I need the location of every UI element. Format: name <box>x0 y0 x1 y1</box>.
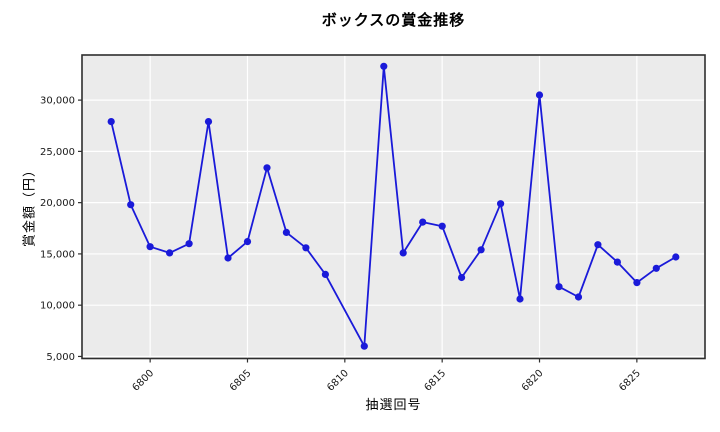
data-point <box>652 264 660 272</box>
axes-frame <box>81 54 706 360</box>
x-tick-label: 6820 <box>520 368 546 394</box>
data-point <box>263 164 271 172</box>
data-point <box>477 246 485 254</box>
y-tick-label: 10,000 <box>40 301 75 312</box>
data-point <box>574 293 583 301</box>
data-point <box>146 243 154 251</box>
x-tick-label: 6810 <box>325 368 351 394</box>
data-point <box>633 279 641 287</box>
data-point <box>321 270 329 278</box>
chart-title: ボックスの賞金推移 <box>321 11 466 29</box>
data-point <box>613 258 622 266</box>
data-point <box>360 342 368 350</box>
x-axis-label: 抽選回号 <box>365 398 422 413</box>
data-point <box>399 249 407 257</box>
x-tick-label: 6815 <box>423 368 449 394</box>
y-tick-label: 30,000 <box>40 96 75 107</box>
data-point <box>497 200 505 208</box>
data-point <box>204 118 213 126</box>
y-axis-label: 賞金額（円） <box>22 162 38 248</box>
y-tick-label: 25,000 <box>40 147 75 158</box>
y-tick-label: 20,000 <box>40 198 75 209</box>
data-point <box>594 241 602 249</box>
data-point <box>107 118 115 126</box>
data-point <box>185 240 193 248</box>
data-point <box>419 218 427 226</box>
data-point <box>224 254 232 262</box>
x-tick-label: 6800 <box>130 368 156 394</box>
data-point <box>380 62 388 70</box>
data-point <box>302 244 310 252</box>
x-tick-label: 6825 <box>617 368 643 394</box>
y-tick-label: 5,000 <box>46 352 75 363</box>
data-point <box>243 238 252 246</box>
data-point <box>127 201 135 209</box>
data-point <box>672 253 680 261</box>
x-tick-label: 6805 <box>228 368 254 394</box>
data-point <box>516 295 524 303</box>
y-tick-label: 15,000 <box>40 249 75 260</box>
data-point <box>166 249 174 257</box>
data-point <box>438 222 446 230</box>
data-point <box>555 283 563 291</box>
data-point <box>535 91 544 99</box>
data-point <box>458 273 466 282</box>
plot-area <box>82 55 705 359</box>
data-point <box>282 228 290 236</box>
